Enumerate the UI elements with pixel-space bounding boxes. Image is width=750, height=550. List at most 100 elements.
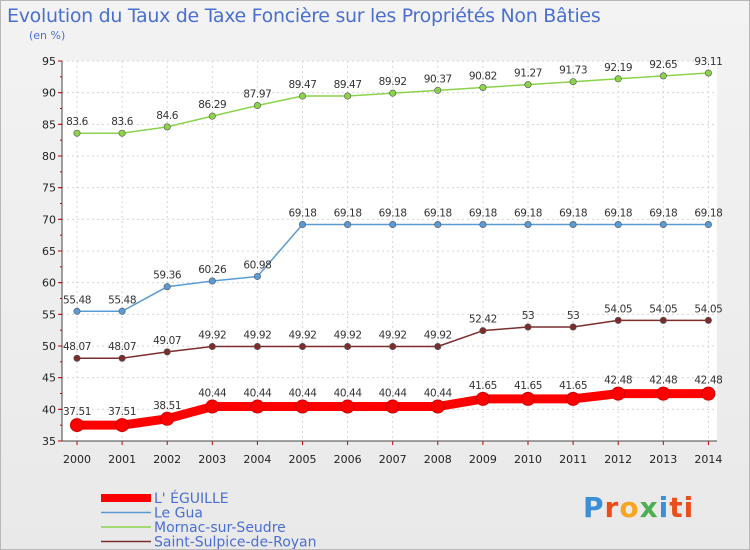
data-label: 69.18	[694, 208, 722, 220]
data-point	[298, 343, 306, 351]
data-point	[340, 399, 355, 414]
data-point	[344, 221, 352, 229]
data-point	[430, 399, 445, 414]
x-tick-label: 2000	[63, 453, 91, 466]
data-point	[73, 354, 81, 362]
data-label: 49.92	[379, 330, 407, 342]
data-point	[160, 411, 175, 426]
x-tick-label: 2009	[469, 453, 497, 466]
data-label: 40.44	[288, 388, 317, 400]
data-label: 69.18	[649, 208, 677, 220]
x-tick-label: 2003	[198, 453, 226, 466]
data-label: 49.92	[243, 330, 271, 342]
data-label: 40.44	[198, 388, 227, 400]
data-label: 41.65	[514, 380, 542, 392]
data-label: 89.47	[288, 79, 316, 91]
data-point	[434, 221, 442, 229]
data-point	[566, 391, 581, 406]
data-label: 53	[522, 310, 535, 322]
data-label: 93.11	[694, 56, 722, 68]
data-point	[524, 81, 532, 89]
data-label: 48.07	[108, 341, 136, 353]
x-tick-label: 2012	[604, 453, 632, 466]
data-label: 86.29	[198, 99, 226, 111]
data-point	[298, 92, 306, 100]
data-point	[524, 221, 532, 229]
data-label: 52.42	[469, 314, 497, 326]
data-point	[704, 316, 712, 324]
data-label: 87.97	[243, 89, 271, 101]
data-point	[659, 72, 667, 80]
y-tick-label: 80	[42, 150, 56, 163]
chart-title: Evolution du Taux de Taxe Foncière sur l…	[7, 5, 601, 27]
data-point	[524, 323, 532, 331]
data-label: 49.92	[334, 330, 362, 342]
data-label: 40.44	[379, 388, 408, 400]
data-point	[253, 272, 261, 280]
data-point	[73, 307, 81, 315]
data-point	[163, 348, 171, 356]
data-label: 42.48	[649, 375, 677, 387]
data-label: 41.65	[559, 380, 587, 392]
data-point	[208, 112, 216, 120]
data-point	[614, 316, 622, 324]
legend-label: Saint-Sulpice-de-Royan	[154, 535, 317, 550]
data-point	[521, 391, 535, 406]
legend-label: L' ÉGUILLE	[154, 490, 229, 507]
data-point	[208, 277, 216, 285]
data-label: 49.92	[288, 330, 316, 342]
data-point	[659, 316, 667, 324]
data-label: 69.18	[514, 208, 542, 220]
data-label: 42.48	[604, 375, 632, 387]
x-tick-label: 2011	[559, 453, 587, 466]
y-tick-label: 75	[42, 182, 56, 195]
data-point	[434, 86, 442, 94]
data-point	[163, 283, 171, 291]
data-label: 55.48	[108, 294, 136, 306]
data-point	[115, 418, 130, 433]
y-tick-label: 90	[42, 87, 56, 100]
y-tick-label: 35	[42, 435, 56, 448]
data-label: 69.18	[559, 208, 587, 220]
data-point	[611, 386, 626, 401]
x-tick-label: 2014	[694, 453, 722, 466]
series-1: 55.48 55.48 59.36 60.26 60.98 69.18 69.18 69.18…	[63, 208, 723, 315]
series-3: 48.07 48.07 49.07 49.92 49.92 49.92 49.92 49.92…	[63, 303, 723, 362]
data-label: 53	[567, 310, 580, 322]
data-point	[475, 391, 490, 406]
data-point	[118, 129, 126, 137]
y-tick-label: 50	[42, 340, 56, 353]
data-point	[344, 92, 352, 100]
data-point	[250, 399, 265, 414]
data-label: 55.48	[63, 294, 91, 306]
data-point	[73, 129, 81, 137]
data-label: 69.18	[424, 208, 452, 220]
x-tick-label: 2006	[334, 453, 362, 466]
x-tick-label: 2010	[514, 453, 542, 466]
data-point	[614, 221, 622, 229]
data-label: 38.51	[153, 400, 181, 412]
data-point	[298, 221, 306, 229]
data-label: 91.73	[559, 65, 587, 77]
data-label: 40.44	[334, 388, 363, 400]
x-tick-label: 2008	[424, 453, 452, 466]
data-label: 69.18	[379, 208, 407, 220]
data-point	[479, 221, 487, 229]
y-tick-label: 95	[42, 55, 56, 68]
data-point	[389, 221, 397, 229]
data-label: 92.19	[604, 62, 632, 74]
y-tick-label: 60	[42, 277, 56, 290]
chart-subtitle: (en %)	[29, 29, 66, 42]
x-tick-label: 2013	[649, 453, 677, 466]
data-label: 60.26	[198, 264, 227, 276]
legend-label: Mornac-sur-Seudre	[154, 520, 286, 536]
data-label: 69.18	[469, 208, 497, 220]
data-label: 49.07	[153, 335, 181, 347]
y-tick-label: 45	[42, 372, 56, 385]
data-label: 37.51	[63, 406, 91, 418]
data-point	[118, 307, 126, 315]
data-label: 40.44	[424, 388, 453, 400]
data-label: 83.6	[111, 116, 133, 128]
data-point	[704, 69, 712, 77]
